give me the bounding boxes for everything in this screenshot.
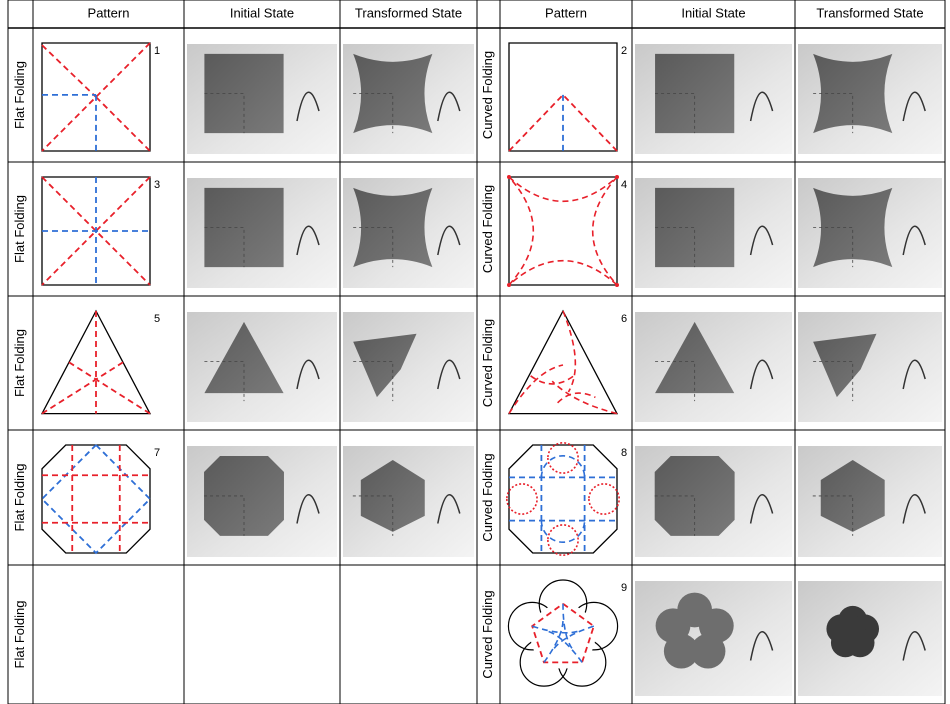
vertex-dot (507, 175, 511, 179)
photo (798, 581, 942, 696)
crease-curve (589, 484, 619, 514)
pattern-outline (509, 177, 617, 285)
pattern-number: 4 (621, 179, 627, 191)
photo (635, 312, 792, 422)
column-header: Initial State (230, 5, 294, 20)
photo (798, 178, 942, 288)
vertex-dot (507, 283, 511, 287)
photo-background (343, 312, 474, 422)
row-label: Curved Folding (480, 185, 495, 273)
photo (635, 178, 792, 288)
crease-line (42, 45, 96, 97)
crease-curve (509, 261, 617, 285)
column-header: Transformed State (355, 5, 462, 20)
photo (343, 446, 474, 557)
pattern-number: 3 (154, 179, 160, 191)
photo (635, 44, 792, 154)
pattern-number: 6 (621, 313, 627, 325)
row-label: Curved Folding (480, 319, 495, 407)
photo (635, 581, 792, 696)
row-label: Flat Folding (12, 464, 27, 532)
row-label: Curved Folding (480, 51, 495, 139)
pattern-number: 1 (154, 45, 160, 57)
crease-line (509, 95, 617, 151)
pattern (507, 175, 619, 287)
vertex-dot (615, 283, 619, 287)
figure-table: Pattern Initial State Transformed State Pat… (0, 0, 950, 704)
pattern (509, 43, 617, 151)
photo (635, 446, 792, 557)
pattern-outline (42, 445, 150, 553)
column-header: Pattern (88, 5, 130, 20)
row-label: Flat Folding (12, 601, 27, 669)
photo (343, 44, 474, 154)
crease-line (42, 445, 150, 553)
photo (187, 446, 337, 557)
pattern-number: 9 (621, 582, 627, 594)
pattern-outline (509, 311, 617, 414)
crease-curve (593, 177, 617, 285)
crease-curve (509, 365, 563, 414)
photo (798, 312, 942, 422)
pattern (42, 43, 150, 151)
crease-line (96, 97, 150, 151)
pattern-number: 5 (154, 313, 160, 325)
row-label: Flat Folding (12, 329, 27, 397)
column-header: Initial State (681, 5, 745, 20)
crease-curve (507, 484, 537, 514)
paper (826, 614, 855, 643)
vertex-dot (615, 175, 619, 179)
pattern (42, 311, 150, 414)
pattern-number: 7 (154, 447, 160, 459)
pattern (508, 580, 617, 686)
pattern (509, 311, 617, 414)
photo (187, 44, 337, 154)
petal-mask (531, 604, 596, 669)
pattern-outline (509, 445, 617, 553)
photo (798, 44, 942, 154)
pattern (42, 177, 150, 285)
pattern (507, 443, 619, 555)
crease-curve (509, 177, 617, 201)
photo (187, 178, 337, 288)
photo (187, 312, 337, 422)
pattern (42, 445, 150, 553)
pattern-number: 8 (621, 447, 627, 459)
column-header: Pattern (545, 5, 587, 20)
crease-curve (552, 381, 617, 413)
paper (656, 608, 691, 643)
row-label: Flat Folding (12, 195, 27, 263)
crease-curve (509, 177, 533, 285)
photo (343, 178, 474, 288)
photo (343, 312, 474, 422)
row-label: Curved Folding (480, 453, 495, 541)
row-label: Flat Folding (12, 61, 27, 129)
row-label: Curved Folding (480, 590, 495, 678)
column-header: Transformed State (816, 5, 923, 20)
pattern-number: 2 (621, 45, 627, 57)
photo (798, 446, 942, 557)
